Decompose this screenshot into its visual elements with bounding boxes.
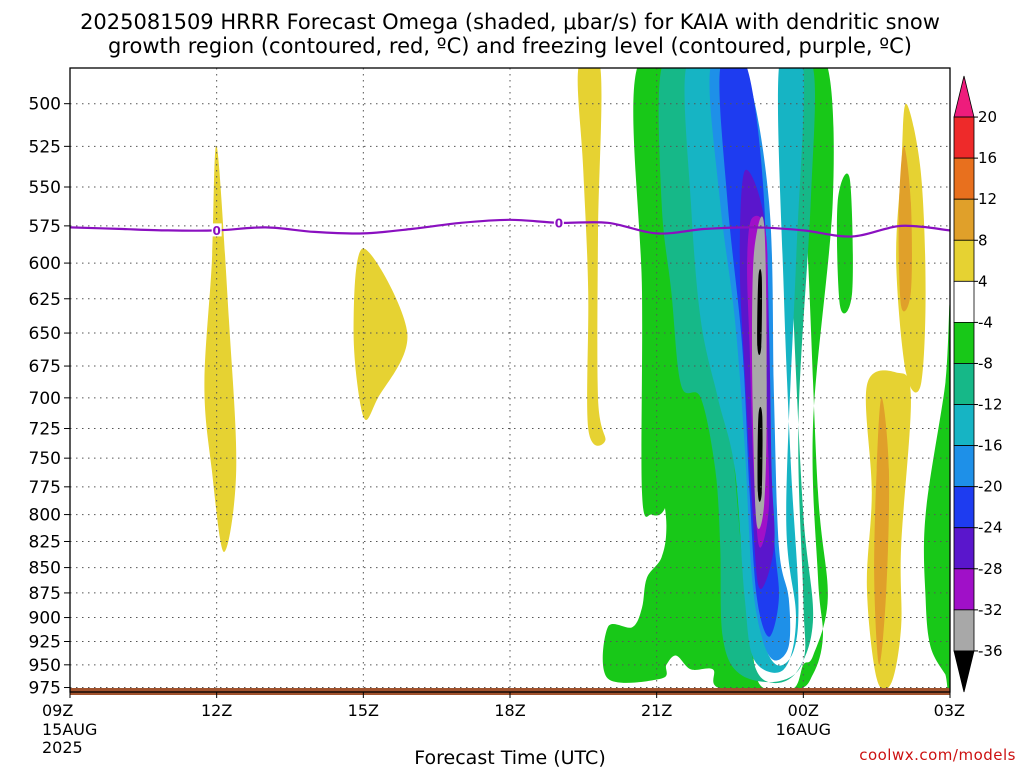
- chart-title-line1: 2025081509 HRRR Forecast Omega (shaded, …: [80, 10, 940, 34]
- colorbar-bin-1: [953, 116, 975, 159]
- colorbar-bin-13: [953, 609, 975, 652]
- x-tick-date-09Z: 15AUG: [42, 720, 97, 739]
- colorbar-label-7: -12: [978, 396, 1003, 414]
- colorbar-label-0: 20: [978, 108, 997, 126]
- y-tick-label-950: 950: [29, 656, 61, 676]
- omega-region-19: [757, 406, 763, 502]
- y-tick-label-550: 550: [29, 178, 61, 198]
- y-tick-label-850: 850: [29, 559, 61, 579]
- x-tick-label-03Z: 03Z: [934, 701, 965, 720]
- colorbar-label-8: -16: [978, 437, 1003, 455]
- x-tick-date-00Z: 16AUG: [776, 720, 831, 739]
- credit-text: coolwx.com/models: [859, 746, 1016, 764]
- freezing-label-bg-0: [211, 223, 222, 237]
- colorbar-label-3: 8: [978, 231, 988, 249]
- x-axis-title: Forecast Time (UTC): [414, 747, 605, 768]
- y-tick-label-600: 600: [29, 254, 61, 274]
- colorbar-label-5: -4: [978, 313, 993, 331]
- x-tick-label-21Z: 21Z: [641, 701, 672, 720]
- colorbar-label-4: 4: [978, 272, 988, 290]
- y-tick-label-825: 825: [29, 532, 61, 552]
- y-tick-label-700: 700: [29, 389, 61, 409]
- x-tick-label-09Z: 09Z: [42, 701, 73, 720]
- colorbar-bin-4: [953, 239, 975, 282]
- freezing-label-bg-1: [553, 215, 564, 229]
- colorbar-bin-0: [953, 75, 975, 118]
- colorbar-bin-6: [953, 321, 975, 364]
- y-tick-label-900: 900: [29, 609, 61, 629]
- omega-region-17: [751, 216, 767, 530]
- colorbar-bin-8: [953, 404, 975, 446]
- colorbar-label-9: -20: [978, 478, 1003, 496]
- y-tick-label-750: 750: [29, 449, 61, 469]
- freezing-level-label-1: 0: [555, 216, 563, 230]
- colorbar-bin-7: [953, 363, 975, 405]
- colorbar-bin-11: [953, 527, 975, 570]
- colorbar-label-1: 16: [978, 149, 997, 167]
- omega-region-1: [353, 248, 408, 421]
- omega-region-10: [923, 304, 950, 692]
- y-tick-label-725: 725: [29, 420, 61, 440]
- colorbar-bin-10: [953, 486, 975, 529]
- x-tick-label-00Z: 00Z: [788, 701, 819, 720]
- y-tick-label-675: 675: [29, 357, 61, 377]
- omega-region-9: [836, 173, 853, 314]
- colorbar-label-12: -32: [978, 601, 1003, 619]
- colorbar-bin-2: [953, 157, 975, 200]
- colorbar-label-6: -8: [978, 354, 993, 372]
- grid-layer: [70, 68, 950, 692]
- omega-region-2: [577, 68, 606, 446]
- colorbar-label-10: -24: [978, 519, 1003, 537]
- colorbar-bin-9: [953, 445, 975, 488]
- freezing-level-label-0: 0: [212, 224, 220, 238]
- colorbar-bin-3: [953, 198, 975, 241]
- x-tick-year-09Z: 2025: [42, 738, 83, 757]
- y-tick-label-525: 525: [29, 137, 61, 157]
- y-tick-label-775: 775: [29, 478, 61, 498]
- y-tick-label-975: 975: [29, 679, 61, 699]
- y-tick-label-650: 650: [29, 324, 61, 344]
- colorbar-bin-5: [953, 280, 975, 323]
- y-tick-label-500: 500: [29, 95, 61, 115]
- y-tick-label-625: 625: [29, 290, 61, 310]
- colorbar-bin-12: [953, 568, 975, 611]
- omega-region-7: [874, 397, 890, 665]
- omega-region-0: [204, 145, 237, 552]
- colorbar-bin-14: [953, 650, 975, 693]
- colorbar: 20 16 12 8 4 -4 -8 -12 -16 -20 -24 -28 -32 -36: [953, 75, 1003, 693]
- y-axis: 500 525 550 575 600 625 650 675 700 725 750 775 800 8…: [29, 95, 70, 699]
- x-tick-label-18Z: 18Z: [494, 701, 525, 720]
- x-tick-label-15Z: 15Z: [348, 701, 379, 720]
- y-tick-label-800: 800: [29, 506, 61, 526]
- chart-title-line2: growth region (contoured, red, ºC) and f…: [108, 34, 912, 58]
- omega-region-6: [898, 146, 912, 312]
- colorbar-label-2: 12: [978, 190, 997, 208]
- y-tick-label-925: 925: [29, 633, 61, 653]
- y-tick-label-575: 575: [29, 217, 61, 237]
- omega-shading-layer: [204, 68, 950, 692]
- freezing-level-layer: 00: [70, 215, 950, 238]
- colorbar-label-13: -36: [978, 642, 1003, 660]
- y-tick-label-875: 875: [29, 584, 61, 604]
- x-tick-label-12Z: 12Z: [201, 701, 232, 720]
- colorbar-label-11: -28: [978, 560, 1003, 578]
